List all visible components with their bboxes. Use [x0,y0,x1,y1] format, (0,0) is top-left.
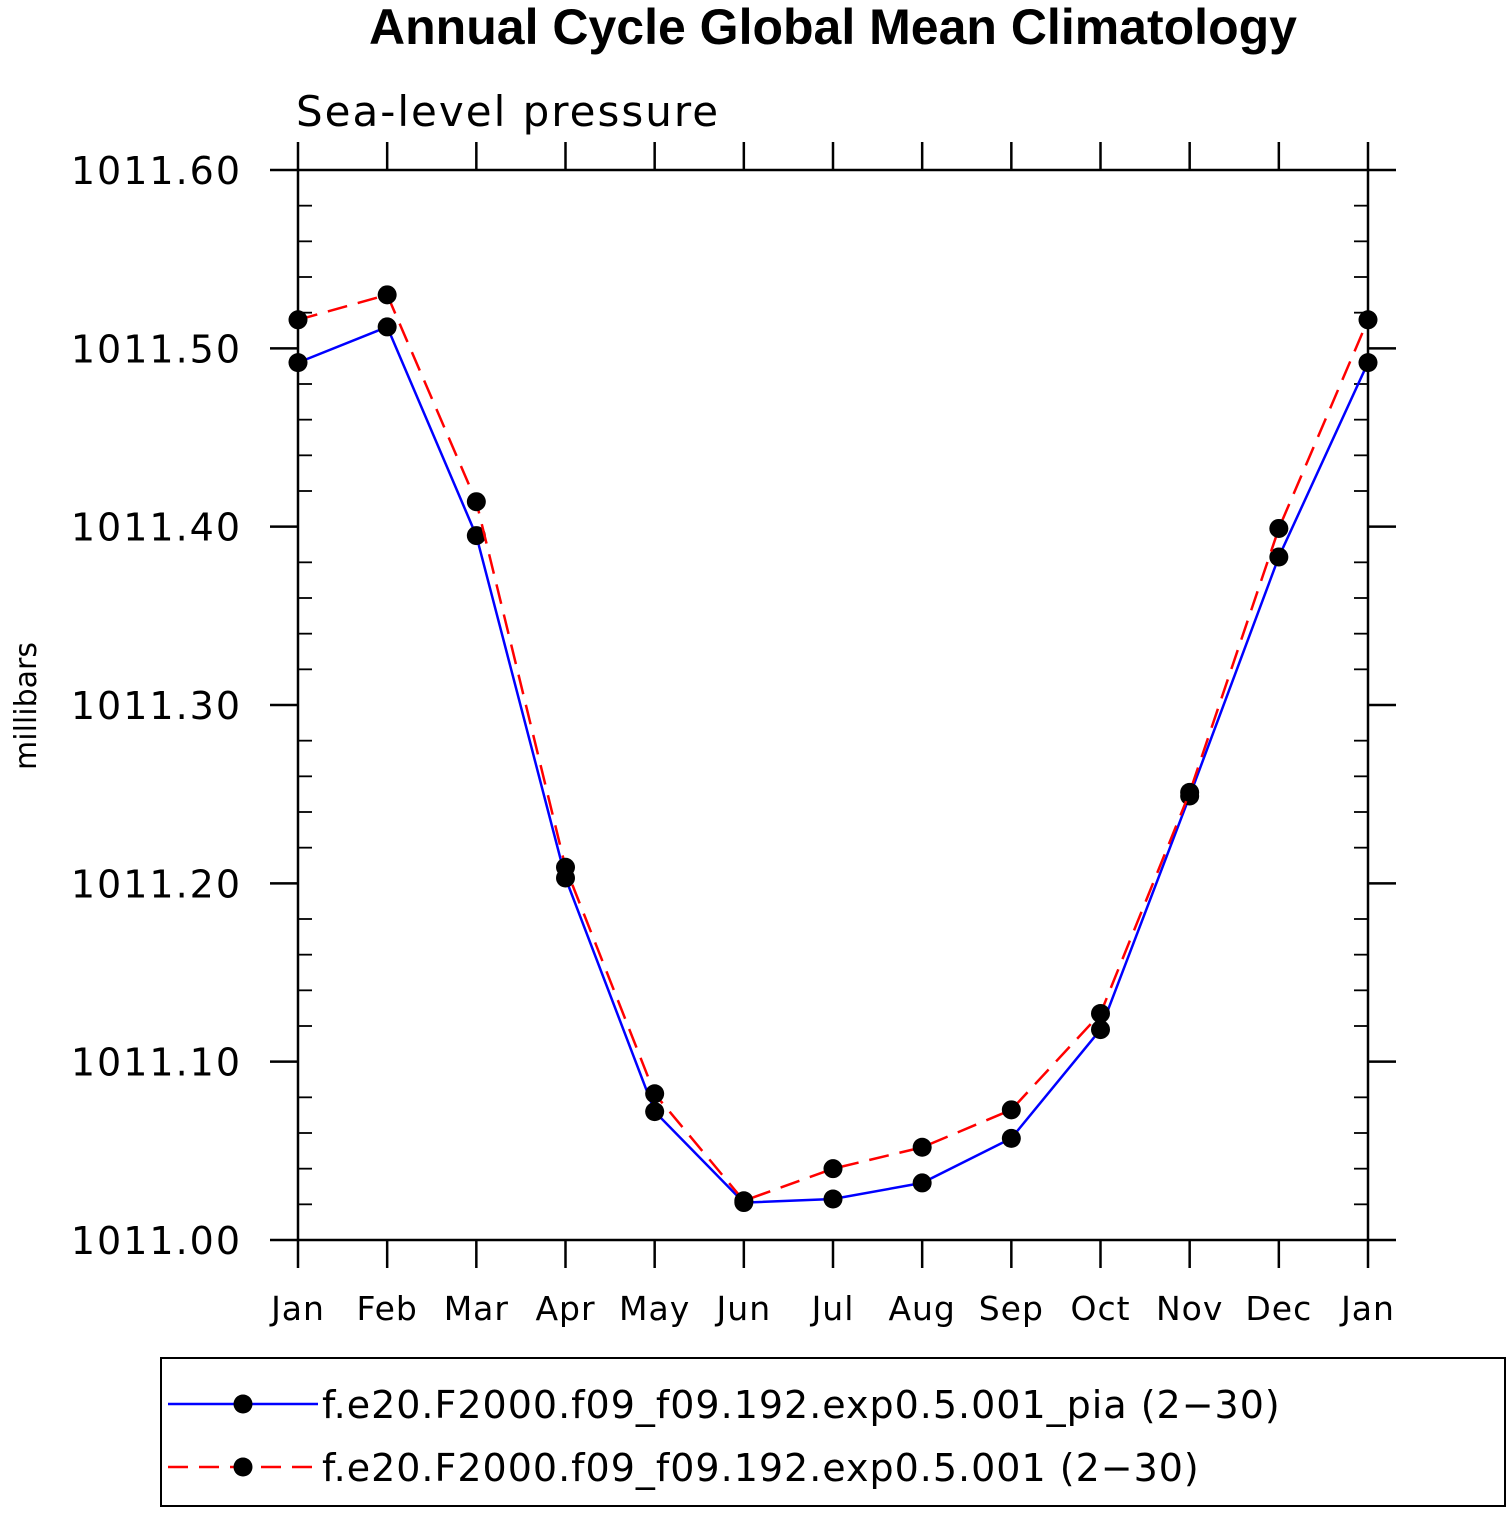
series-2-point-mar [466,492,486,512]
series-1-point-feb [377,317,397,337]
x-tick-label: Mar [444,1289,509,1328]
series-1-point-jan [1358,353,1378,373]
x-tick-label: Nov [1156,1289,1223,1328]
chart-subtitle: Sea-level pressure [296,87,720,136]
x-tick-label: Feb [356,1289,417,1328]
x-tick-label: Sep [979,1289,1044,1328]
series-1-point-dec [1269,547,1289,567]
series-1-point-may [645,1102,665,1122]
series-1-point-jan [288,353,308,373]
series-2-point-jun [734,1191,754,1211]
chart-title: Annual Cycle Global Mean Climatology [369,0,1297,55]
series-1-point-jul [823,1189,843,1209]
series-2-point-may [645,1084,665,1104]
y-tick-label: 1011.30 [71,684,242,728]
y-tick-label: 1011.20 [71,862,242,906]
legend-marker-series-1 [233,1394,253,1414]
axis-ticks [270,142,1396,1268]
series-layer [288,285,1378,1213]
x-tick-labels: Jan Feb Mar Apr May Jun Jul Aug Sep Oct Nov Dec Jan [269,1289,1395,1328]
y-tick-label: 1011.10 [71,1041,242,1085]
series-2-point-apr [556,857,575,877]
series-2-point-dec [1269,518,1289,538]
x-tick-label: Jun [715,1289,772,1328]
legend-label-series-2: f.e20.F2000.f09_f09.192.exp0.5.001 (2−30… [322,1446,1200,1490]
series-2-point-oct [1091,1004,1110,1024]
series-2-point-aug [912,1137,932,1157]
series-2-point-sep [1001,1100,1021,1120]
series-2-point-jan [288,310,308,330]
y-tick-label: 1011.40 [71,506,242,550]
plot-frame [296,168,1370,1242]
x-tick-label: Apr [535,1289,595,1328]
y-tick-label: 1011.50 [71,327,242,371]
legend-box [160,1357,1506,1507]
series-1-point-oct [1091,1020,1110,1040]
x-tick-label: Oct [1070,1289,1130,1328]
x-tick-label: May [619,1289,690,1328]
series-2-point-nov [1180,782,1200,802]
legend: f.e20.F2000.f09_f09.192.exp0.5.001_pia (… [160,1357,1506,1507]
x-tick-label: Jan [1339,1289,1395,1328]
y-tick-label: 1011.60 [71,149,242,193]
y-tick-label: 1011.00 [71,1219,242,1263]
legend-label-series-1: f.e20.F2000.f09_f09.192.exp0.5.001_pia (… [322,1383,1281,1427]
series-1-point-sep [1001,1128,1021,1148]
series-2-point-feb [377,285,397,305]
x-tick-label: Jul [810,1289,855,1328]
legend-marker-series-2 [233,1457,253,1477]
series-2-point-jul [823,1159,843,1179]
x-tick-label: Jan [269,1289,325,1328]
series-1-point-aug [912,1173,932,1193]
x-tick-label: Dec [1245,1289,1312,1328]
series-2-point-jan [1358,310,1378,330]
y-tick-labels: 1011.00 1011.10 1011.20 1011.30 1011.40 1011.… [71,149,242,1263]
x-tick-label: Aug [888,1289,955,1328]
y-axis-label: millibars [9,642,44,770]
series-1-point-mar [466,526,486,546]
series-line-1 [297,325,1370,1204]
